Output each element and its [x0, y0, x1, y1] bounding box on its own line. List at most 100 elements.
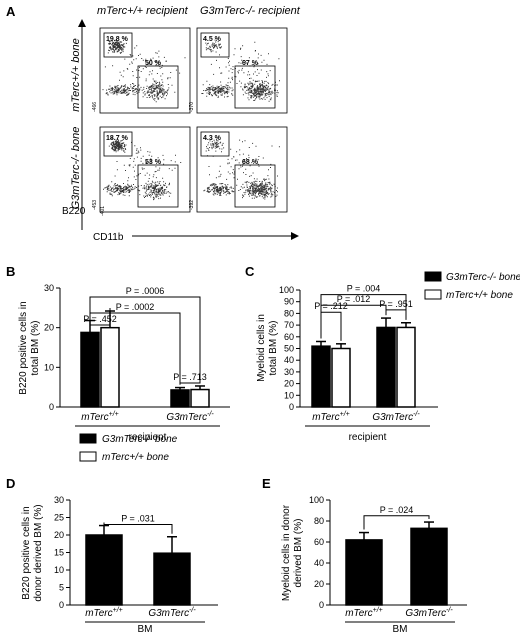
myeloid-gate-percent: 53 %: [145, 159, 162, 166]
category-label: G3mTerc-/-: [372, 411, 420, 423]
legend-c-swatch-mterc: [424, 289, 442, 300]
flow-plot-events: [201, 39, 280, 102]
y-axis-label: B220 positive cells intotal BM (%): [18, 301, 41, 394]
flow-plot: 18.7 % 53 %: [99, 126, 191, 213]
category-label: mTerc+/+: [345, 607, 383, 619]
b220-gate-percent: 18.7 %: [106, 135, 129, 142]
significance-bracket: [103, 522, 173, 534]
y-tick-label: 20: [44, 323, 54, 333]
b220-gate: [103, 131, 133, 157]
myeloid-gate: [137, 65, 179, 109]
legend-c-label-g3: G3mTerc-/- bone: [446, 272, 520, 283]
bar: [170, 389, 190, 408]
legend-mid-label-g3: G3mTerc-/- bone: [102, 434, 178, 445]
flow-row-label-1: mTerc+/+ bone: [70, 38, 82, 112]
bar: [396, 326, 416, 408]
myeloid-gate-percent: 67 %: [242, 60, 259, 67]
flow-axis-tick-label: -453: [92, 200, 98, 210]
flow-plot-events: [103, 137, 182, 201]
myeloid-gate: [137, 164, 179, 208]
y-tick-label: 15: [54, 548, 64, 558]
bar: [376, 326, 396, 408]
y-axis-label: Myeloid cells in donorderived BM (%): [281, 504, 304, 601]
b220-gate: [200, 32, 230, 58]
y-axis-label: B220 positive cells indonor derived BM (…: [21, 504, 44, 601]
myeloid-gate: [234, 164, 276, 208]
legend-mid-swatch-mterc: [79, 451, 97, 462]
category-label: G3mTerc-/-: [166, 411, 214, 423]
bar: [345, 539, 383, 606]
y-tick-label: 0: [289, 402, 294, 412]
legend-mid-swatch-g3: [79, 433, 97, 444]
y-tick-label: 10: [44, 362, 54, 372]
p-value-label: P = .452: [83, 314, 117, 324]
y-tick-label: 40: [284, 355, 294, 365]
p-value-label: P = .024: [380, 505, 414, 515]
significance-bracket: [320, 311, 342, 341]
bar: [311, 345, 331, 408]
significance-bracket: [179, 382, 201, 385]
y-tick-label: 90: [284, 297, 294, 307]
flow-axis-tick-label: -392: [189, 200, 195, 210]
y-tick-label: 60: [284, 332, 294, 342]
category-label: mTerc+/+: [81, 411, 119, 423]
legend-c-swatch-g3: [424, 271, 442, 282]
y-tick-label: 30: [54, 495, 64, 505]
y-tick-label: 20: [284, 379, 294, 389]
group-axis-label: BM: [393, 624, 408, 633]
flow-x-axis-label: CD11b: [93, 232, 124, 243]
category-label: G3mTerc-/-: [148, 607, 196, 619]
flow-y-axis-label: B220: [62, 206, 86, 217]
bar: [80, 331, 100, 408]
y-tick-label: 70: [284, 320, 294, 330]
bar: [85, 534, 123, 606]
group-axis-label: BM: [138, 624, 153, 633]
y-tick-label: 25: [54, 513, 64, 523]
flow-col-header-1: mTerc+/+ recipient: [97, 5, 189, 17]
flow-row-label-2: G3mTerc-/- bone: [70, 127, 82, 210]
panel-letter-c: C: [245, 264, 255, 279]
y-tick-label: 0: [319, 600, 324, 610]
chart-panel-e: 0 20 40 60 80 100 Myeloid cells in donorderive…: [281, 495, 467, 633]
p-value-label: P = .212: [314, 301, 348, 311]
y-tick-label: 0: [59, 600, 64, 610]
chart-panel-d: 0 5 10 15 20 25 30 B220 positive cells indonor …: [21, 495, 218, 633]
p-value-label: P = .713: [173, 372, 207, 382]
y-tick-label: 30: [284, 367, 294, 377]
b220-gate-percent: 19.8 %: [106, 36, 129, 43]
flow-plot-events: [203, 138, 280, 200]
group-axis-label: recipient: [129, 432, 167, 443]
bar: [331, 347, 351, 408]
group-axis-label: recipient: [349, 432, 387, 443]
y-tick-label: 100: [279, 285, 294, 295]
category-label: mTerc+/+: [85, 607, 123, 619]
significance-bracket: [363, 515, 430, 530]
p-value-label: P = .004: [347, 284, 381, 294]
p-value-label: P = .0002: [116, 302, 155, 312]
bar: [410, 527, 448, 606]
category-label: mTerc+/+: [312, 411, 350, 423]
y-tick-label: 0: [49, 402, 54, 412]
y-tick-label: 30: [44, 283, 54, 293]
panel-letter-a: A: [6, 4, 16, 19]
category-label: G3mTerc-/-: [405, 607, 453, 619]
y-tick-label: 20: [54, 530, 64, 540]
panel-letter-b: B: [6, 264, 15, 279]
bar: [190, 388, 210, 408]
flow-plot: 4.5 % 67 %: [196, 27, 288, 114]
p-value-label: P = .012: [337, 294, 371, 304]
flow-plot-events: [102, 39, 186, 103]
flow-plot: 19.8 % 50 %: [99, 27, 191, 114]
y-tick-label: 5: [59, 583, 64, 593]
b220-gate-percent: 4.5 %: [203, 36, 222, 43]
significance-bracket: [320, 294, 407, 339]
p-value-label: P = .951: [379, 299, 413, 309]
myeloid-gate-percent: 68 %: [242, 159, 259, 166]
flow-plot: 4.3 % 68 %: [196, 126, 288, 213]
legend-mid-label-mterc: mTerc+/+ bone: [102, 452, 169, 463]
y-tick-label: 20: [314, 579, 324, 589]
y-axis-label: Myeloid cells intotal BM (%): [256, 314, 279, 382]
b220-gate: [103, 32, 133, 58]
